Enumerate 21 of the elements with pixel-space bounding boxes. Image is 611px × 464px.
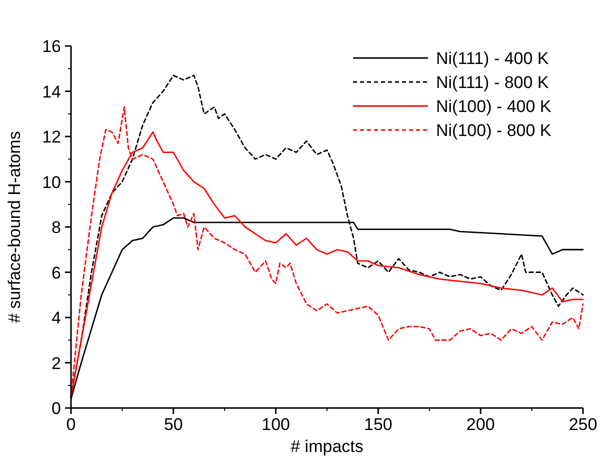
legend-label: Ni(100) - 800 K [436,121,552,140]
y-tick-label: 8 [52,218,61,237]
y-tick-label: 16 [42,37,61,56]
x-tick-label: 0 [66,415,76,434]
y-tick-label: 10 [42,172,61,192]
y-tick-label: 6 [52,263,61,282]
y-tick-label: 0 [52,399,61,418]
y-tick-label: 2 [52,354,61,373]
x-tick-label: 50 [164,415,183,434]
y-axis-title: # surface-bound H-atoms [5,131,24,323]
legend-label: Ni(100) - 400 K [436,97,552,116]
legend-label: Ni(111) - 800 K [436,73,550,92]
legend-label: Ni(111) - 400 K [436,49,550,68]
y-tick-label: 4 [52,308,61,328]
x-tick-label: 150 [364,415,392,434]
x-axis-title: # impacts [290,437,364,456]
y-tick-label: 12 [42,128,61,146]
x-tick-label: 200 [466,415,495,434]
x-tick-label: 100 [262,415,290,434]
y-tick-label: 14 [42,82,61,102]
x-tick-label: 250 [568,415,598,434]
